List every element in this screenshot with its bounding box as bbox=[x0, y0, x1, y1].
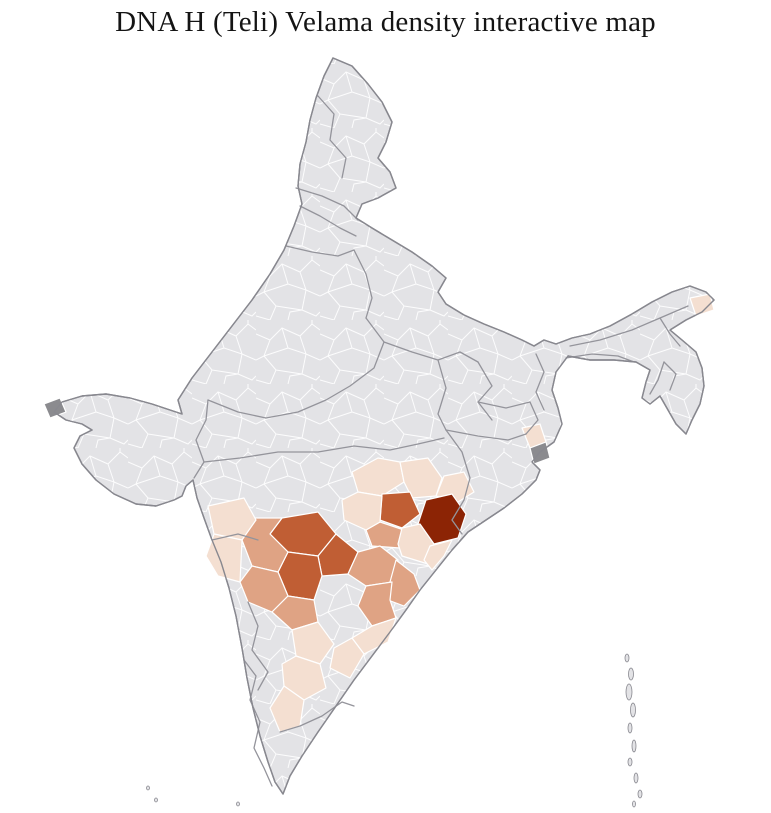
state-border-line bbox=[535, 353, 545, 411]
island bbox=[632, 800, 636, 808]
island-chain bbox=[146, 653, 643, 808]
island bbox=[625, 683, 633, 701]
island bbox=[637, 789, 643, 799]
state-border-line bbox=[247, 601, 269, 691]
state-border-line bbox=[569, 305, 689, 347]
island bbox=[628, 667, 634, 681]
district-shade-l1[interactable] bbox=[207, 497, 257, 541]
district-shade-l1[interactable] bbox=[205, 533, 243, 583]
state-border-line bbox=[317, 95, 347, 179]
state-border-line bbox=[565, 353, 635, 363]
state-border-line bbox=[243, 659, 273, 787]
state-border-line bbox=[203, 437, 445, 463]
state-border-line bbox=[659, 317, 681, 347]
state-border-line bbox=[299, 205, 357, 237]
island bbox=[633, 772, 639, 784]
state-border-line bbox=[279, 701, 355, 733]
island bbox=[630, 702, 636, 718]
district-shade-l1[interactable] bbox=[423, 539, 453, 571]
district-shade-l1[interactable] bbox=[329, 637, 365, 679]
island bbox=[146, 785, 150, 791]
island bbox=[631, 739, 637, 753]
district-shade-l1[interactable] bbox=[351, 617, 397, 655]
india-outline bbox=[53, 57, 715, 795]
island bbox=[627, 722, 633, 734]
state-border-line bbox=[437, 359, 447, 431]
district-shade-l1[interactable] bbox=[291, 621, 335, 665]
district-shade-l2[interactable] bbox=[241, 517, 289, 573]
island bbox=[236, 801, 240, 807]
page-title: DNA H (Teli) Velama density interactive … bbox=[115, 6, 656, 38]
state-borders bbox=[193, 95, 689, 787]
state-border-line bbox=[445, 429, 471, 501]
district-shade-l1[interactable] bbox=[341, 491, 383, 531]
state-border-line bbox=[445, 429, 527, 441]
state-border-line bbox=[477, 361, 493, 421]
district-shade-l1[interactable] bbox=[689, 293, 715, 317]
state-border-line bbox=[451, 499, 465, 535]
state-border-line bbox=[663, 361, 677, 391]
state-border-line bbox=[525, 401, 539, 435]
state-border-line bbox=[477, 401, 531, 409]
state-border-line bbox=[285, 245, 355, 257]
state-border-line bbox=[295, 187, 359, 221]
island bbox=[627, 757, 633, 767]
state-border-line bbox=[211, 533, 259, 541]
state-border-line bbox=[207, 317, 385, 419]
state-border-line bbox=[353, 249, 373, 319]
state-border-line bbox=[649, 361, 665, 395]
state-border-line bbox=[193, 399, 209, 479]
island bbox=[154, 797, 158, 803]
island bbox=[624, 653, 630, 663]
